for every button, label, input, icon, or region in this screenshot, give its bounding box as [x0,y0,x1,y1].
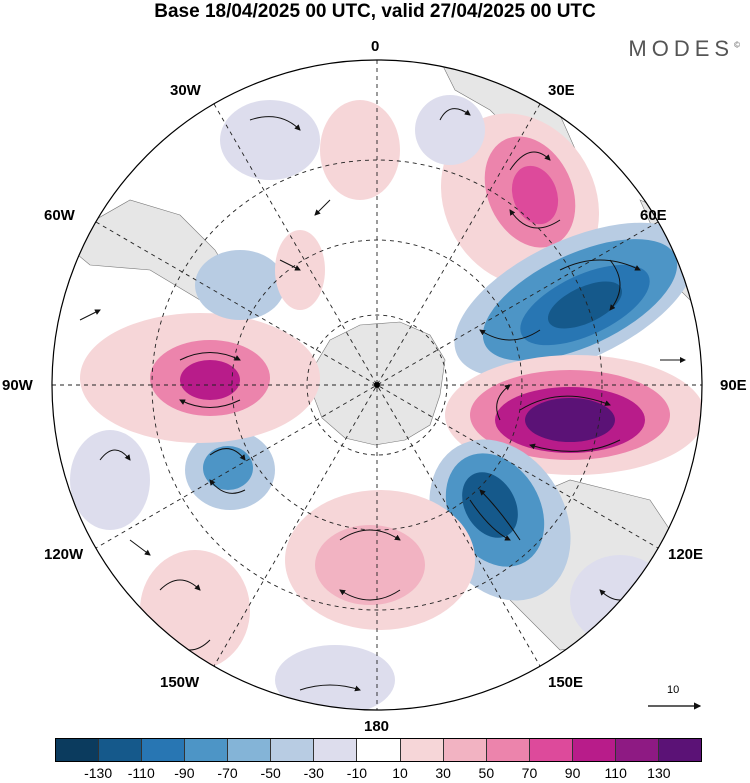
colorbar-tick-label: 10 [392,765,408,781]
colorbar-segment [228,739,272,761]
modes-logo: MODES© [628,36,740,62]
colorbar-segment [400,739,444,761]
colorbar-segment [99,739,143,761]
brand-text: MODES [628,36,735,61]
lon-label-60w: 60W [44,207,75,224]
lon-label-180: 180 [364,718,390,735]
lon-label-90w: 90W [2,377,33,394]
anomaly-fields [70,95,702,710]
lon-label-150e: 150E [548,674,584,691]
colorbar-segment [443,739,487,761]
colorbar-tick-label: -30 [303,765,324,781]
map-title: Base 18/04/2025 00 UTC, valid 27/04/2025… [154,1,596,22]
lon-label-120w: 120W [44,546,84,563]
lon-label-120e: 120E [668,546,704,563]
wind-vectors [79,108,686,692]
colorbar-tick-label: 130 [647,765,671,781]
lon-label-60e: 60E [640,207,667,224]
lon-label-30e: 30E [548,82,575,99]
lon-label-150w: 150W [160,674,200,691]
colorbar-segment [658,739,701,761]
colorbar-segment [615,739,659,761]
colorbar-segment [486,739,530,761]
colorbar-segment [357,739,401,761]
lon-label-30w: 30W [170,82,201,99]
colorbar-segment [142,739,186,761]
colorbar-tick-label: 70 [521,765,538,781]
colorbar-segment [56,739,100,761]
lon-label-90e: 90E [720,377,747,394]
colorbar-tick-label: -90 [174,765,195,781]
colorbar-tick-label: -70 [217,765,238,781]
reference-vector-label: 10 [667,684,680,696]
pole-marker [374,382,380,388]
colorbar [55,738,702,762]
colorbar-tick-label: 30 [435,765,451,781]
graticule [52,60,702,710]
colorbar-tick-label: -110 [127,765,155,781]
brand-mark: © [734,40,740,50]
colorbar-tick-label: 90 [564,765,581,781]
colorbar-segment [572,739,616,761]
colorbar-tick-label: 110 [604,765,627,781]
colorbar-segment [185,739,229,761]
colorbar-tick-label: -10 [346,765,368,781]
colorbar-tick-label: 50 [478,765,495,781]
colorbar-segment [314,739,358,761]
colorbar-tick-label: -50 [260,765,281,781]
lon-label-0: 0 [371,38,380,55]
colorbar-segment [529,739,573,761]
colorbar-segment [271,739,315,761]
map-boundary [51,59,703,711]
colorbar-tick-label: -130 [84,765,113,781]
